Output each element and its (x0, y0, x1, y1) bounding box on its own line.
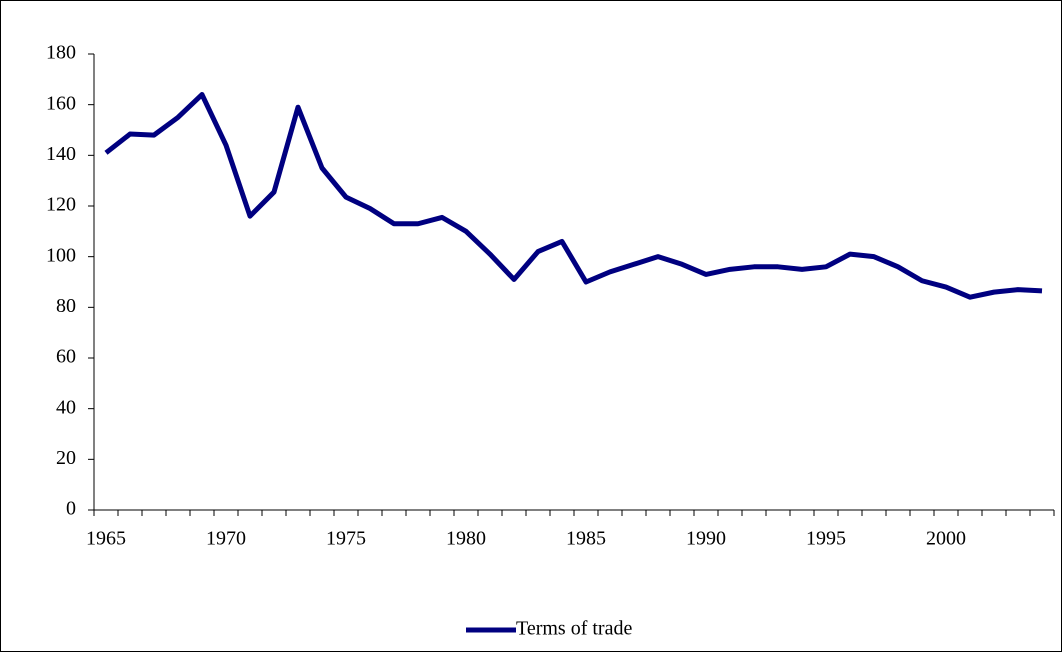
line-series (104, 92, 1043, 300)
y-tick-label: 180 (46, 42, 76, 64)
y-tick-label: 80 (56, 295, 76, 317)
y-tick-label: 100 (46, 244, 76, 266)
y-tick-label: 0 (66, 498, 76, 520)
y-tick-label: 40 (56, 396, 76, 418)
y-tick-label: 120 (46, 194, 76, 216)
y-tick-label: 140 (46, 143, 76, 165)
x-tick-label: 1970 (206, 528, 246, 550)
x-tick-label: 1995 (806, 528, 846, 550)
x-tick-label: 1985 (566, 528, 606, 550)
x-tick-label: 2000 (926, 528, 966, 550)
legend-label: Terms of trade (516, 618, 632, 640)
x-tick-label: 1980 (446, 528, 486, 550)
y-tick-label: 20 (56, 447, 76, 469)
x-tick-label: 1965 (86, 528, 126, 550)
x-tick-label: 1975 (326, 528, 366, 550)
y-tick-label: 160 (46, 92, 76, 114)
x-tick-label: 1990 (686, 528, 726, 550)
y-tick-label: 60 (56, 346, 76, 368)
